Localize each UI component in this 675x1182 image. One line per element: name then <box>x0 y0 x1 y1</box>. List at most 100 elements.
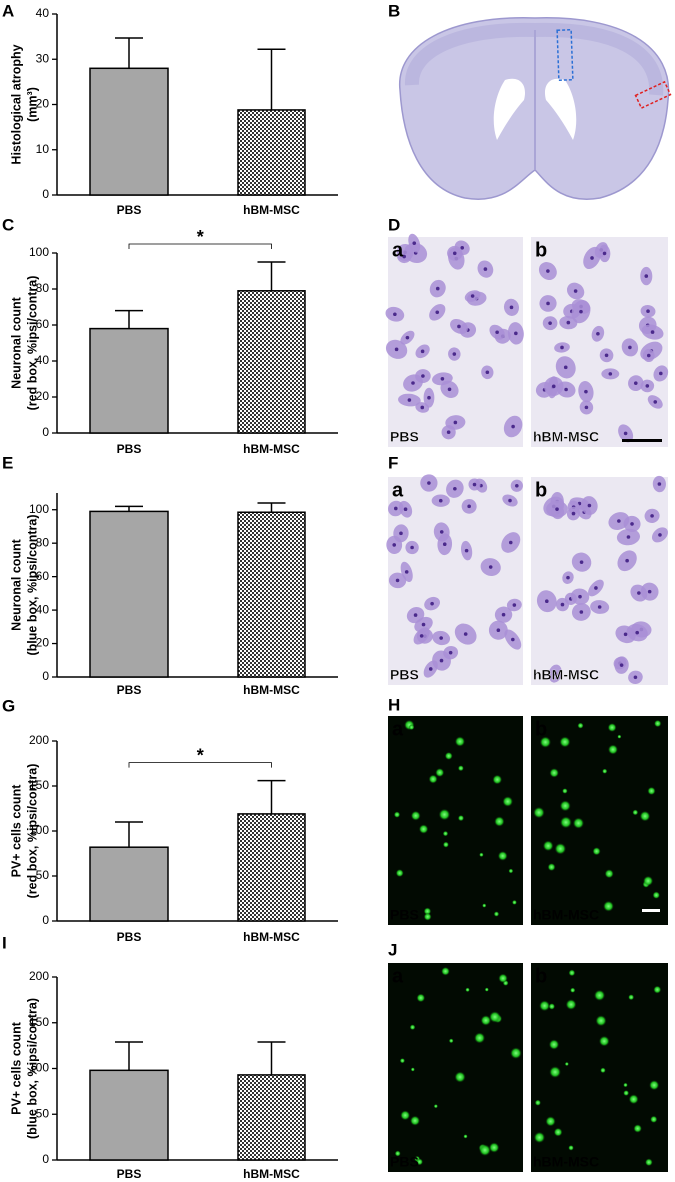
cell <box>592 847 601 856</box>
nucleolus <box>404 570 409 574</box>
cell <box>647 786 656 796</box>
cell <box>457 814 465 822</box>
nucleolus <box>485 370 490 375</box>
bar <box>237 109 306 196</box>
cell <box>559 736 571 748</box>
cell <box>598 1035 610 1047</box>
tile-letter: a <box>392 965 404 987</box>
nucleolus <box>579 309 583 314</box>
panel-letter: A <box>2 1 14 20</box>
cell <box>508 868 514 874</box>
nucleolus <box>617 519 621 523</box>
nucleolus <box>560 345 564 350</box>
cell <box>442 841 449 848</box>
x-tick-label: PBS <box>117 203 142 217</box>
tile-letter: a <box>392 239 404 261</box>
y-axis-label: (red box, %ipsi/contra) <box>25 764 39 899</box>
cell <box>488 1142 500 1153</box>
nucleolus <box>546 301 550 306</box>
cell <box>564 1061 569 1067</box>
nucleolus <box>496 628 501 633</box>
nucleolus <box>448 650 453 655</box>
micrograph <box>386 474 523 685</box>
panel-letter: B <box>388 1 400 20</box>
bar <box>237 813 306 922</box>
nucleolus <box>435 286 440 291</box>
nucleolus <box>644 274 649 278</box>
cell <box>607 723 617 732</box>
nucleolus <box>403 507 408 512</box>
nucleolus <box>427 481 431 485</box>
nucleolus <box>399 531 403 536</box>
scale-bar <box>642 909 660 912</box>
nucleolus <box>571 511 576 516</box>
cell <box>568 1145 574 1151</box>
micrograph-bg <box>388 963 523 1172</box>
nucleolus <box>453 420 458 425</box>
micrograph <box>531 716 668 925</box>
blue-box <box>556 28 574 82</box>
cell <box>394 1150 401 1157</box>
nucleolus <box>514 331 518 336</box>
cell <box>479 1144 491 1157</box>
nucleolus <box>553 671 558 676</box>
nucleolus <box>653 400 658 404</box>
nucleolus <box>566 320 571 325</box>
cell <box>454 736 466 747</box>
panel-letter: D <box>388 215 400 234</box>
nucleolus <box>439 658 444 663</box>
nucleolus <box>650 330 655 334</box>
nucleolus <box>508 540 513 545</box>
cell <box>565 999 577 1010</box>
nucleolus <box>440 377 445 381</box>
nucleolus <box>587 503 592 508</box>
nucleolus <box>646 353 651 358</box>
x-tick-label: hBM-MSC <box>243 683 300 697</box>
cell <box>482 903 487 908</box>
significance-bracket <box>128 762 272 768</box>
micrograph <box>531 963 668 1172</box>
nucleolus <box>604 353 609 358</box>
cell <box>416 993 426 1003</box>
panel-letter: I <box>2 933 7 952</box>
nucleolus <box>464 548 469 553</box>
micrograph <box>385 233 524 447</box>
nucleolus <box>623 431 628 436</box>
nucleolus <box>646 309 650 314</box>
cell <box>399 1058 406 1064</box>
y-tick-label: 60 <box>36 569 50 583</box>
nucleolus <box>625 558 629 563</box>
tile-label: PBS <box>390 907 419 923</box>
nucleolus <box>438 498 443 503</box>
nucleolus <box>394 347 399 352</box>
cell <box>623 1090 630 1096</box>
cell <box>549 768 559 778</box>
nucleolus <box>551 384 556 389</box>
bar <box>237 1074 306 1161</box>
y-tick-label: 80 <box>36 281 50 295</box>
y-tick-label: 10 <box>36 142 50 156</box>
nucleolus <box>596 331 600 336</box>
cell <box>649 1080 660 1091</box>
tile-letter: a <box>392 718 404 740</box>
nucleolus <box>463 632 468 636</box>
cell <box>553 1127 563 1137</box>
nucleolus <box>395 578 400 583</box>
nucleolus <box>439 530 444 534</box>
cell <box>632 809 639 816</box>
cell <box>497 851 508 861</box>
nucleolus <box>470 294 475 298</box>
brain-section <box>399 17 672 200</box>
nucleolus <box>511 637 515 642</box>
y-tick-label: 0 <box>42 1152 49 1166</box>
nucleolus <box>633 381 638 385</box>
nucleolus <box>452 352 457 356</box>
y-tick-label: 20 <box>36 97 50 111</box>
nucleolus <box>584 405 589 410</box>
nucleolus <box>392 543 397 547</box>
cell <box>502 796 514 807</box>
cell <box>595 1015 607 1027</box>
nucleolus <box>413 613 418 617</box>
nucleolus <box>645 384 650 388</box>
cell <box>423 912 432 921</box>
